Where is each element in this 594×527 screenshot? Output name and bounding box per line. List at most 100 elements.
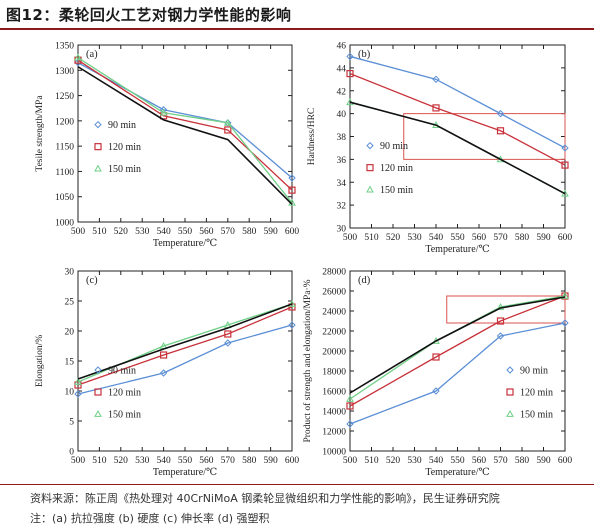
plot-frame	[77, 44, 293, 223]
y-tick-label: 46	[337, 42, 347, 52]
data-point	[288, 174, 296, 182]
data-point	[74, 53, 82, 61]
data-point	[288, 299, 296, 307]
x-tick-label: 530	[135, 456, 150, 466]
legend-marker	[366, 185, 374, 193]
series-line-90-min	[349, 322, 566, 425]
data-point	[346, 69, 354, 78]
y-tick-label: 1300	[55, 67, 74, 77]
x-tick-label: 520	[114, 227, 129, 237]
series-line-150-min	[77, 57, 293, 204]
data-point	[224, 126, 232, 134]
source-text: 资料来源：陈正周《热处理对 40CrNiMoA 钢柔轮显微组织和力学性能的影响》…	[30, 492, 500, 505]
data-point	[561, 319, 569, 327]
footer-rule	[0, 484, 594, 485]
series-line-150-min	[349, 295, 566, 400]
legend-marker	[506, 366, 514, 374]
x-tick-label: 560	[199, 227, 214, 237]
legend-marker	[94, 120, 102, 129]
series-line-black	[77, 66, 293, 205]
y-tick-label: 40	[337, 110, 347, 120]
data-point	[159, 369, 168, 377]
data-point	[561, 161, 569, 169]
series-line-120-min	[349, 295, 566, 407]
x-tick-label: 600	[285, 227, 300, 237]
series-line-black	[77, 303, 293, 380]
x-tick-label: 540	[429, 233, 444, 243]
series-line-90-min	[77, 62, 293, 179]
x-tick-label: 540	[156, 227, 171, 237]
series-line-120-min	[77, 59, 293, 191]
data-point	[223, 118, 232, 126]
legend-marker	[366, 141, 374, 150]
legend-marker	[94, 388, 102, 396]
data-point	[74, 390, 82, 398]
y-tick-label: 25	[65, 298, 75, 308]
y-tick-label: 36	[337, 156, 347, 166]
legend-label: 90 min	[108, 120, 136, 131]
data-point	[224, 119, 232, 127]
series-line-black	[349, 101, 566, 195]
legend-marker	[94, 143, 102, 151]
legend-marker	[506, 409, 514, 417]
data-point	[432, 75, 440, 84]
x-tick-label: 600	[558, 233, 573, 243]
x-tick-label: 500	[71, 227, 86, 237]
y-tick-label: 14000	[322, 408, 346, 418]
y-tick-label: 22000	[322, 328, 346, 338]
y-axis-label: Product of strength and elongation/MPa·%	[302, 279, 313, 442]
plot-frame	[349, 270, 566, 452]
y-tick-label: 42	[337, 87, 347, 97]
data-point	[159, 108, 168, 116]
x-tick-label: 560	[472, 456, 487, 466]
note-text: 注：(a) 抗拉强度 (b) 硬度 (c) 伸长率 (d) 强塑积	[30, 512, 270, 525]
x-tick-label: 510	[92, 227, 107, 237]
legend-label: 120 min	[108, 142, 141, 153]
legend-marker	[366, 164, 374, 172]
legend-label: 150 min	[108, 164, 141, 175]
y-tick-label: 18000	[322, 368, 346, 378]
figure-canvas: 500 510 520 530 540 550 560 570 580 590 6001000105…	[35, 42, 573, 479]
y-tick-label: 1200	[55, 117, 74, 127]
x-tick-label: 580	[515, 456, 530, 466]
data-point	[432, 353, 440, 361]
x-tick-label: 590	[263, 456, 278, 466]
data-point	[74, 377, 82, 385]
data-point	[160, 351, 168, 359]
data-point	[346, 394, 354, 402]
legend-label: 90 min	[520, 366, 548, 377]
figure-title: 图12：柔轮回火工艺对钢力学性能的影响	[6, 6, 292, 24]
x-tick-label: 570	[493, 456, 508, 466]
x-tick-label: 510	[364, 233, 379, 243]
data-point	[496, 109, 505, 118]
y-tick-label: 34	[337, 179, 347, 189]
data-point	[496, 332, 505, 340]
data-point	[496, 302, 505, 310]
data-point	[496, 127, 505, 135]
y-tick-label: 28000	[322, 268, 346, 278]
x-tick-label: 560	[199, 456, 214, 466]
series-line-120-min	[77, 306, 293, 386]
x-tick-label: 580	[515, 233, 530, 243]
data-point	[561, 144, 569, 152]
legend-label: 150 min	[108, 410, 141, 421]
data-point	[346, 52, 354, 61]
data-point	[346, 420, 354, 428]
x-tick-label: 600	[285, 456, 300, 466]
data-point	[496, 317, 505, 325]
title-rule	[0, 28, 594, 30]
y-tick-label: 24000	[322, 308, 346, 318]
x-tick-label: 520	[114, 456, 129, 466]
panel-2: 500 510 520 530 540 550 560 570 580 590 6000510152…	[35, 268, 299, 479]
panel-label: (b)	[358, 49, 371, 60]
series-line-90-min	[77, 324, 293, 395]
x-tick-label: 570	[221, 456, 236, 466]
x-tick-label: 570	[221, 227, 236, 237]
plot-frame	[77, 270, 293, 452]
legend-label: 150 min	[520, 410, 553, 421]
y-axis-label: Elongation/%	[35, 335, 45, 387]
y-tick-label: 44	[337, 64, 347, 74]
y-tick-label: 30	[65, 268, 75, 278]
panel-label: (c)	[86, 275, 98, 286]
x-tick-label: 530	[135, 227, 150, 237]
